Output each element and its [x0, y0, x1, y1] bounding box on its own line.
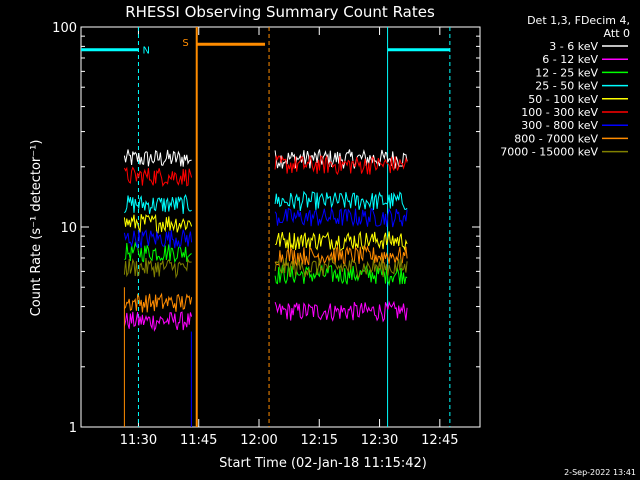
- legend-label: 3 - 6 keV: [549, 40, 598, 53]
- series-line-7-seg1: [123, 229, 193, 249]
- legend-label: 7000 - 15000 keV: [500, 146, 598, 159]
- x-tick-label: 12:45: [421, 433, 458, 448]
- series-line-5-seg1: [123, 213, 193, 234]
- series-line-1-seg2: [274, 148, 408, 169]
- saa-label: S: [182, 38, 188, 49]
- series-line-9-seg2: [274, 257, 408, 278]
- series-line-2-seg2: [274, 300, 408, 323]
- series-line-4-seg2: [274, 190, 408, 211]
- timestamp: 2-Sep-2022 13:41: [564, 468, 636, 477]
- series-line-3-seg1: [124, 241, 192, 264]
- series-line-2-seg1: [123, 311, 193, 332]
- series-line-7-seg2: [274, 206, 408, 228]
- night-label: N: [142, 46, 149, 57]
- legend-label: 12 - 25 keV: [535, 66, 598, 79]
- legend-label: 6 - 12 keV: [542, 53, 598, 66]
- legend-label: 100 - 300 keV: [521, 106, 598, 119]
- series-line-9-seg1: [123, 258, 192, 279]
- series-line-6-seg1: [123, 166, 193, 188]
- legend-label: 50 - 100 keV: [528, 93, 598, 106]
- legend-header-line-1: Det 1,3, FDecim 4,: [527, 14, 630, 27]
- legend-header-line-2: Att 0: [604, 27, 630, 40]
- series-line-5-seg2: [274, 230, 408, 252]
- series-line-4-seg1: [124, 193, 192, 214]
- y-axis-label: Count Rate (s⁻¹ detector⁻¹): [29, 140, 44, 317]
- series-line-8-seg1: [123, 292, 193, 313]
- legend-label: 25 - 50 keV: [535, 80, 598, 93]
- y-tick-label: 100: [52, 21, 77, 36]
- x-axis-label: Start Time (02-Jan-18 11:15:42): [219, 456, 427, 471]
- x-tick-label: 11:45: [180, 433, 217, 448]
- y-tick-label: 10: [60, 221, 77, 236]
- series-line-6-seg2: [274, 154, 408, 176]
- x-tick-label: 12:00: [240, 433, 277, 448]
- x-tick-label: 12:15: [301, 433, 338, 448]
- legend-label: 800 - 7000 keV: [514, 132, 598, 145]
- chart-title: RHESSI Observing Summary Count Rates: [125, 3, 435, 21]
- legend-label: 300 - 800 keV: [521, 119, 598, 132]
- series-line-1-seg1: [123, 149, 192, 167]
- series-line-3-seg2: [274, 264, 408, 287]
- x-tick-label: 12:30: [361, 433, 398, 448]
- series-line-8-seg2: [274, 244, 408, 268]
- x-tick-label: 11:30: [120, 433, 157, 448]
- y-tick-label: 1: [69, 421, 77, 436]
